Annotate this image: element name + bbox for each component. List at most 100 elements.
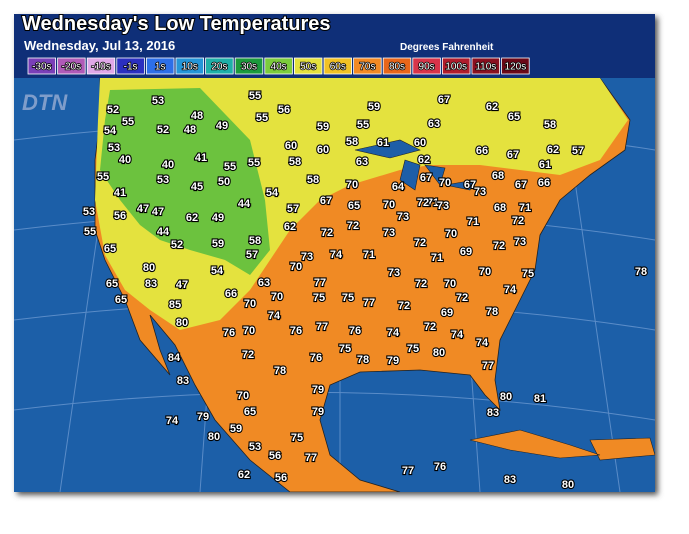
temperature: 58 bbox=[346, 136, 358, 148]
legend-label: 1s bbox=[155, 62, 166, 73]
temperature: 47 bbox=[176, 279, 188, 291]
legend-label: 100s bbox=[445, 62, 467, 73]
temperature: 52 bbox=[157, 124, 169, 136]
temperature: 55 bbox=[357, 119, 369, 131]
temperature: 74 bbox=[476, 337, 489, 349]
temperature: 84 bbox=[168, 352, 181, 364]
temperature: 49 bbox=[212, 212, 224, 224]
legend-swatch bbox=[175, 57, 205, 75]
temperature: 58 bbox=[307, 174, 319, 186]
temperature: 40 bbox=[119, 154, 131, 166]
temperature: 45 bbox=[191, 181, 203, 193]
legend-swatch bbox=[205, 57, 234, 75]
temperature: 69 bbox=[460, 246, 472, 258]
temperature: 71 bbox=[427, 197, 439, 209]
legend: -30s -20s -10s -1s 1s 10s 20s 30s 40s 50s 60s 70s 80… bbox=[27, 57, 530, 75]
temperature: 72 bbox=[424, 321, 436, 333]
temperature: 73 bbox=[437, 200, 449, 212]
temperature: 56 bbox=[114, 210, 126, 222]
temperature: 77 bbox=[363, 297, 375, 309]
legend-label: 90s bbox=[419, 62, 435, 73]
temperature: 65 bbox=[348, 200, 360, 212]
legend-swatch bbox=[57, 57, 86, 75]
green-zone bbox=[100, 88, 270, 275]
temperature: 59 bbox=[368, 101, 380, 113]
temperature: 54 bbox=[211, 265, 224, 277]
temperature: 75 bbox=[522, 268, 534, 280]
temperature: 53 bbox=[83, 206, 95, 218]
temperature: 55 bbox=[256, 112, 268, 124]
temperature: 59 bbox=[317, 121, 329, 133]
temperature: 56 bbox=[278, 104, 290, 116]
temperature: 74 bbox=[166, 415, 179, 427]
temperature: 40 bbox=[162, 159, 174, 171]
temperature: 70 bbox=[445, 228, 457, 240]
temperature: 62 bbox=[418, 154, 430, 166]
legend-label: 30s bbox=[241, 62, 257, 73]
temperature: 81 bbox=[534, 393, 546, 405]
temperature: 74 bbox=[504, 284, 517, 296]
temperature: 67 bbox=[320, 195, 332, 207]
temperature: 73 bbox=[301, 251, 313, 263]
logo: DTN bbox=[22, 90, 68, 115]
temperature: 76 bbox=[349, 325, 361, 337]
temperature: 77 bbox=[482, 360, 494, 372]
legend-swatch bbox=[412, 57, 441, 75]
temperature: 63 bbox=[356, 156, 368, 168]
temperature: 74 bbox=[451, 329, 464, 341]
legend-swatch bbox=[293, 57, 323, 75]
temperature: 70 bbox=[271, 291, 283, 303]
temperature: 59 bbox=[212, 238, 224, 250]
temperature: 55 bbox=[248, 157, 260, 169]
temperature: 65 bbox=[104, 243, 116, 255]
legend-swatch bbox=[264, 57, 293, 75]
temperature: 76 bbox=[434, 461, 446, 473]
temperature: 53 bbox=[108, 142, 120, 154]
temperature: 47 bbox=[137, 203, 149, 215]
temperature: 65 bbox=[106, 278, 118, 290]
temperature: 62 bbox=[284, 221, 296, 233]
temperature: 67 bbox=[438, 94, 450, 106]
temperature: 48 bbox=[191, 110, 203, 122]
temperature: 66 bbox=[538, 177, 550, 189]
temperature: 72 bbox=[456, 292, 468, 304]
temperature: 70 bbox=[290, 261, 302, 273]
temperature: 67 bbox=[515, 179, 527, 191]
legend-label: 50s bbox=[300, 62, 316, 73]
legend-swatch bbox=[145, 57, 175, 75]
temperature: 75 bbox=[339, 343, 351, 355]
temperature: 80 bbox=[176, 317, 188, 329]
temperature: 72 bbox=[414, 237, 426, 249]
temperature: 60 bbox=[414, 137, 426, 149]
temperature: 71 bbox=[363, 249, 375, 261]
temperature: 74 bbox=[330, 249, 343, 261]
legend-label: 110s bbox=[475, 62, 496, 73]
temperature: 72 bbox=[321, 227, 333, 239]
legend-swatch bbox=[441, 57, 471, 75]
temperature: 41 bbox=[195, 152, 207, 164]
temperature: 70 bbox=[243, 325, 255, 337]
temperature: 79 bbox=[387, 355, 399, 367]
temperature: 67 bbox=[420, 172, 432, 184]
temperature: 57 bbox=[246, 249, 258, 261]
temperature: 59 bbox=[230, 423, 242, 435]
temperature: 78 bbox=[274, 365, 286, 377]
temperature: 57 bbox=[287, 203, 299, 215]
temperature: 83 bbox=[145, 278, 157, 290]
temperature: 77 bbox=[314, 277, 326, 289]
temperature: 75 bbox=[342, 292, 354, 304]
legend-label: 10s bbox=[182, 62, 198, 73]
temperature: 65 bbox=[244, 406, 256, 418]
temperature: 78 bbox=[357, 354, 369, 366]
temperature: 52 bbox=[171, 239, 183, 251]
temperature: 48 bbox=[184, 124, 196, 136]
temperature: 70 bbox=[479, 266, 491, 278]
temperature: 72 bbox=[512, 215, 524, 227]
temperature: 58 bbox=[249, 235, 261, 247]
temperature: 53 bbox=[249, 441, 261, 453]
legend-label: 60s bbox=[330, 62, 346, 73]
temperature: 61 bbox=[539, 159, 551, 171]
temperature: 50 bbox=[218, 176, 230, 188]
temperature: 55 bbox=[84, 226, 96, 238]
temperature: 71 bbox=[519, 202, 531, 214]
